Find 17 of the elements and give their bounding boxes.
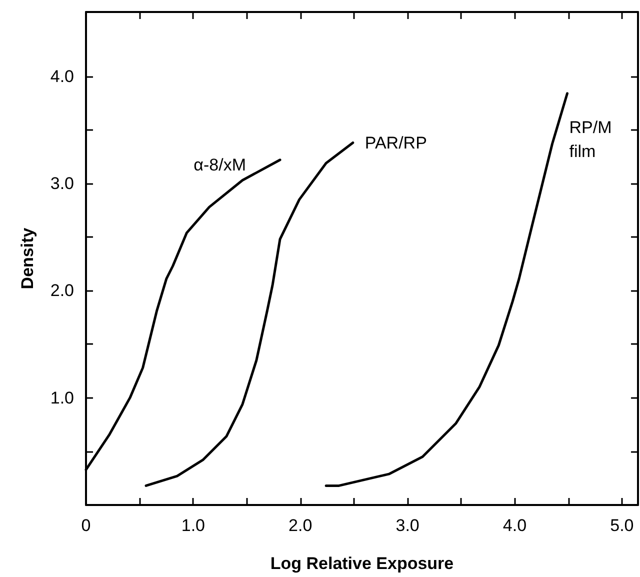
legend-label: RP/M film [569, 118, 616, 161]
x-tick-label: 4.0 [502, 516, 527, 535]
line-series [324, 92, 569, 487]
y-tick-label: 1.0 [50, 388, 74, 408]
series-label: α-8/xM [194, 155, 246, 174]
y-axis-title: Density [18, 227, 37, 290]
x-tick-label: 5.0 [610, 516, 634, 535]
x-axis-title: Log Relative Exposure [270, 554, 454, 573]
y-tick-label: 3.0 [50, 174, 74, 193]
y-tick-label: 2.0 [50, 281, 74, 300]
x-tick-label: 2.0 [288, 516, 312, 535]
y-tick-label: 4.0 [50, 66, 74, 86]
x-tick-label: 1.0 [181, 516, 206, 535]
line-series [144, 142, 354, 487]
x-tick-label: 0 [81, 516, 91, 535]
series-label: PAR/RP [364, 133, 427, 152]
x-tick-label: 3.0 [396, 516, 420, 535]
